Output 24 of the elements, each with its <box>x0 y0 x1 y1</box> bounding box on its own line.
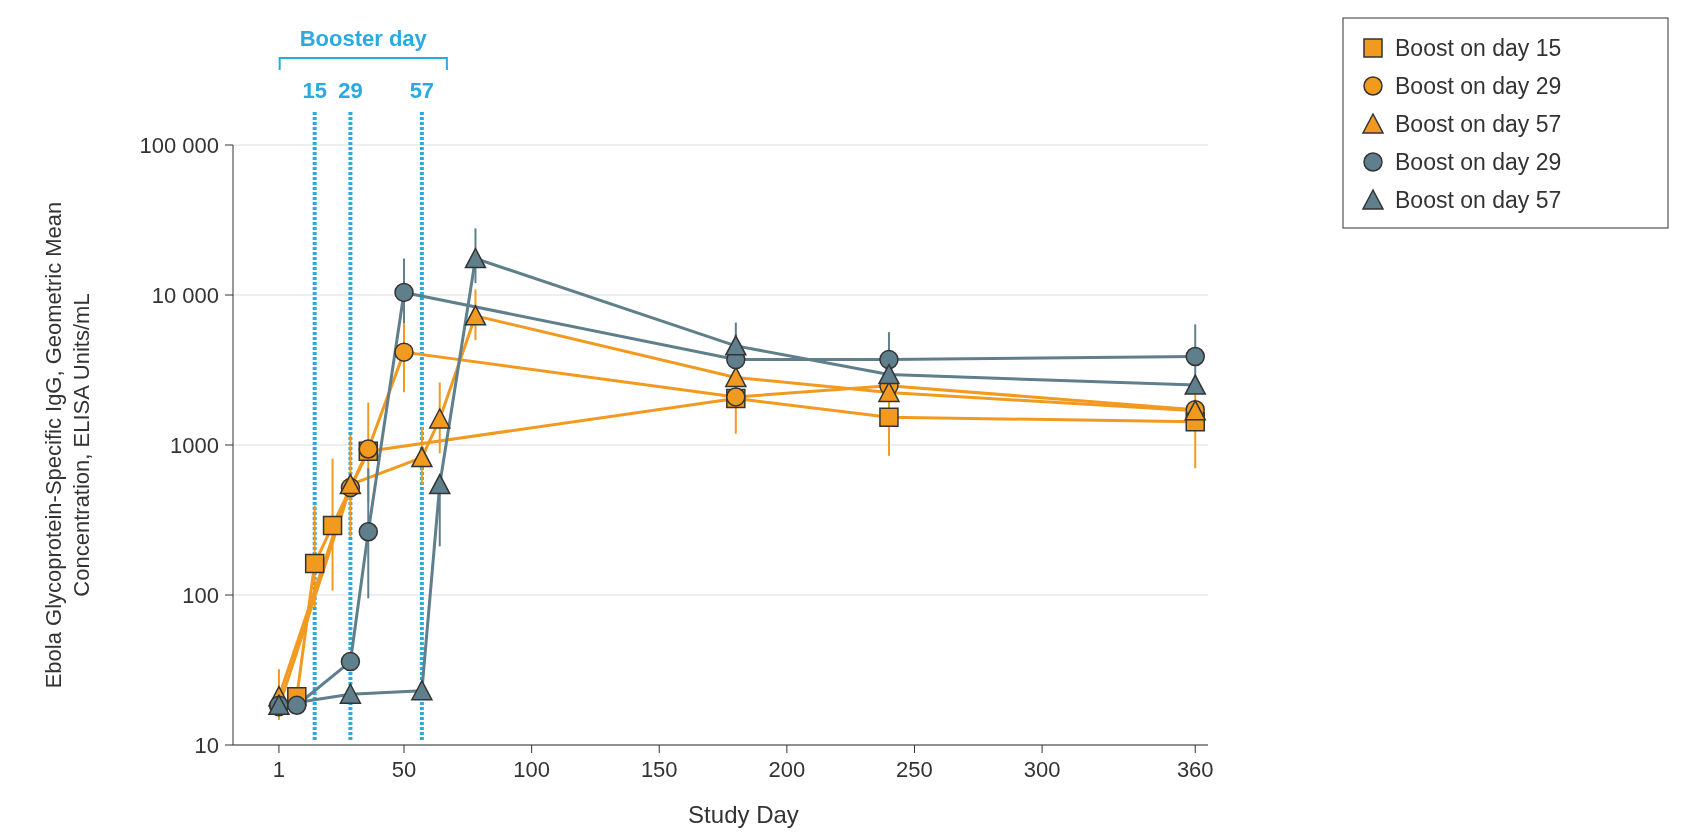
ref-line-label: 15 <box>302 78 327 103</box>
legend-label: Boost on day 29 <box>1395 73 1562 99</box>
text: Booster day <box>299 26 428 51</box>
legend-label: Boost on day 57 <box>1395 187 1562 213</box>
legend-label: Boost on day 29 <box>1395 149 1562 175</box>
y-tick-label: 10 <box>194 733 219 758</box>
y-axis-title: Ebola Glycoprotein-Specific IgG, Geometric Mean Concentration, ELISA Units/mL <box>40 200 95 691</box>
legend-label: Boost on day 57 <box>1395 111 1562 137</box>
x-tick-label: 100 <box>513 757 550 782</box>
y-tick-label: 100 000 <box>139 133 219 158</box>
x-tick-label: 150 <box>640 757 678 782</box>
y-tick-label: 1000 <box>170 433 219 458</box>
y-tick-label: 10 000 <box>151 283 219 308</box>
x-tick-label: 50 <box>391 757 417 782</box>
x-tick-label: 360 <box>1176 757 1214 782</box>
x-tick-label: 1 <box>272 757 286 782</box>
ref-line-label: 57 <box>409 78 435 103</box>
x-tick-label: 200 <box>768 757 806 782</box>
x-tick-label: 300 <box>1023 757 1061 782</box>
x-axis-title: Study Day <box>688 801 799 828</box>
x-tick-label: 250 <box>896 757 933 782</box>
ref-line-label: 29 <box>338 78 363 103</box>
legend-label: Boost on day 15 <box>1395 35 1562 61</box>
y-tick-label: 100 <box>182 583 219 608</box>
